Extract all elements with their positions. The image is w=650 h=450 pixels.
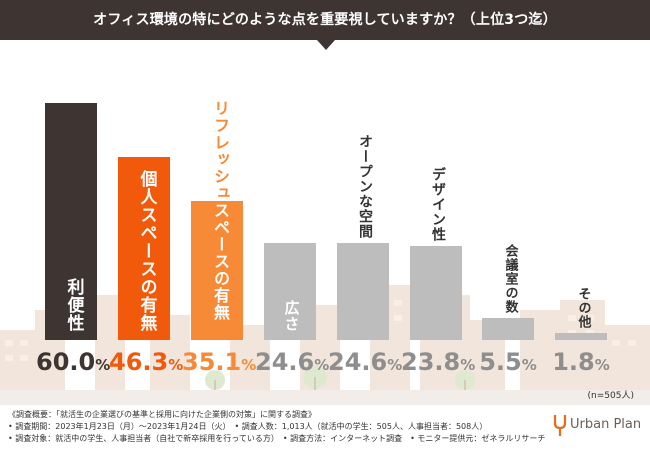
bar-7 xyxy=(482,318,534,340)
value-unit-6: % xyxy=(460,356,476,374)
bar-3 xyxy=(191,201,243,340)
value-label-8: 1.8% xyxy=(546,348,616,376)
value-unit-5: % xyxy=(387,356,403,374)
value-number-8: 1.8 xyxy=(552,348,595,376)
sample-size-note: (n=505人) xyxy=(587,391,634,401)
value-number-1: 60.0 xyxy=(36,348,96,376)
bar-8 xyxy=(555,333,607,340)
category-label-8: その他 xyxy=(575,287,591,329)
header-banner xyxy=(0,0,650,40)
value-label-3: 35.1% xyxy=(182,348,256,376)
value-number-2: 46.3 xyxy=(109,348,169,376)
value-number-6: 23.8 xyxy=(401,348,461,376)
category-label-3-inbar: リフレッシュスペースの有無 xyxy=(211,201,230,321)
bar-6 xyxy=(410,246,462,340)
urban-plan-logo-icon xyxy=(553,415,567,436)
category-label-2: 個人スペースの有無 xyxy=(136,170,157,332)
value-label-6: 23.8% xyxy=(401,348,475,376)
bar-4 xyxy=(264,243,316,340)
survey-target-method: • 調査対象：就活中の学生、人事担当者（自社で新卒採用を行っている方） • 調査… xyxy=(8,434,546,443)
brand-logo: Urban Plan xyxy=(552,413,648,437)
category-label-4: 広さ xyxy=(282,300,301,332)
value-number-4: 24.6 xyxy=(255,348,315,376)
header-pointer xyxy=(317,40,335,50)
value-unit-2: % xyxy=(168,356,184,374)
city-skyline-background xyxy=(0,285,650,405)
chart-title: オフィス環境の特にどのような点を重要視していますか？（上位3つ迄） xyxy=(93,12,557,28)
survey-overview: 《調査概要：「就活生の企業選びの基準と採用に向けた企業側の対策」に関する調査》 xyxy=(8,410,316,419)
value-unit-1: % xyxy=(95,356,111,374)
bar-2 xyxy=(118,157,170,340)
bar-5 xyxy=(337,243,389,340)
value-unit-7: % xyxy=(521,356,537,374)
value-number-7: 5.5 xyxy=(479,348,522,376)
value-number-5: 24.6 xyxy=(328,348,388,376)
value-label-7: 5.5% xyxy=(473,348,543,376)
survey-period-count: • 調査期間：2023年1月23日（月）〜2023年1月24日（火） • 調査人… xyxy=(8,422,488,431)
footer xyxy=(0,405,650,450)
category-label-1: 利便性 xyxy=(63,278,84,332)
value-unit-3: % xyxy=(241,356,257,374)
ground-strip xyxy=(0,390,650,405)
value-number-3: 35.1 xyxy=(182,348,242,376)
value-unit-8: % xyxy=(594,356,610,374)
value-label-4: 24.6% xyxy=(255,348,329,376)
category-label-3: リフレッシュスペースの有無 xyxy=(211,100,230,321)
category-label-7: 会議室の数 xyxy=(502,244,518,314)
value-label-5: 24.6% xyxy=(328,348,402,376)
value-unit-4: % xyxy=(314,356,330,374)
value-label-2: 46.3% xyxy=(109,348,183,376)
value-label-1: 60.0% xyxy=(36,348,110,376)
category-label-5: オープンな空間 xyxy=(357,134,373,239)
brand-name: Urban Plan xyxy=(570,417,642,432)
category-label-6: デザイン性 xyxy=(430,167,446,242)
bar-1 xyxy=(45,103,97,340)
